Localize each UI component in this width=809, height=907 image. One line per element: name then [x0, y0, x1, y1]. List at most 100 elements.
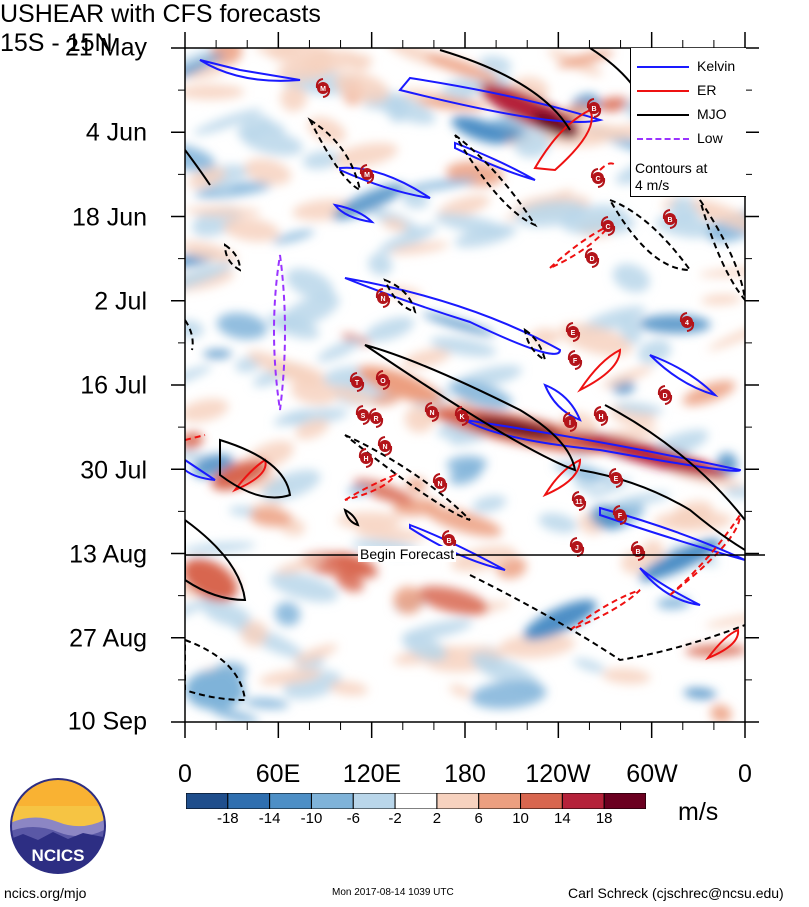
chart-latitude-band: 15S - 15N [0, 29, 113, 57]
legend-swatch [637, 66, 689, 68]
cyclone-marker-dot [426, 406, 438, 418]
shading-blob [614, 492, 671, 506]
units-label: m/s [678, 798, 719, 826]
shading-blob [683, 687, 717, 700]
legend: Kelvin ER MJO Low Contours at 4 m/s [630, 48, 746, 197]
shading-blob [369, 394, 399, 406]
shading-blob [275, 556, 325, 575]
colorbar-swatch [269, 793, 312, 809]
shading-blob [523, 599, 597, 641]
cyclone-marker-dot [614, 509, 626, 521]
shading-blob [185, 541, 256, 554]
shading-blob [402, 348, 451, 369]
cyclone-marker: H [593, 406, 609, 426]
cyclone-marker: R [368, 408, 384, 428]
x-tick-label: 0 [738, 760, 752, 788]
shading-blob [710, 704, 732, 722]
shading-blob [653, 510, 733, 532]
shading-blob [355, 527, 426, 542]
cyclone-marker-dot [659, 389, 671, 401]
contour-line [409, 523, 506, 571]
colorbar-swatch [603, 793, 646, 809]
cyclone-marker-label: J [575, 545, 579, 552]
contour-line [649, 354, 719, 398]
cyclone-marker-arm [591, 257, 600, 268]
cyclone-marker-dot [592, 172, 604, 184]
x-tick-label: 120E [342, 760, 402, 788]
contour-line [577, 348, 622, 393]
x-tick-label: 120W [525, 760, 591, 788]
legend-label: MJO [697, 106, 727, 122]
shading-blob [402, 178, 477, 192]
shading-blob [185, 596, 217, 625]
shading-blob [513, 130, 551, 158]
shading-blob [185, 53, 225, 83]
cyclone-marker-label: E [614, 476, 619, 483]
footer-url: ncics.org/mjo [4, 885, 87, 901]
shading-blob [406, 477, 427, 493]
shading-blob [402, 634, 447, 661]
shading-blob [389, 241, 449, 255]
ncics-logo: NCICS [10, 778, 106, 874]
shading-blob [185, 262, 233, 292]
cyclone-marker-dot [588, 102, 600, 114]
cyclone-marker-arm [679, 312, 688, 323]
cyclone-markers: M B M C C B D N 4 E F D T O S R N K I H N H E N 11 F B J B [315, 78, 695, 561]
shading-blob [601, 366, 654, 388]
shading-blob [286, 268, 334, 300]
cyclone-marker-arm [572, 331, 581, 342]
cyclone-marker-dot [602, 220, 614, 232]
shading-blob [573, 658, 606, 673]
cyclone-marker-arm [597, 177, 606, 188]
contour-note: Contours at 4 m/s [635, 160, 707, 194]
cyclone-marker-arm [584, 248, 593, 259]
shading-blob [267, 313, 320, 339]
cyclone-marker-label: D [589, 256, 594, 263]
shading-blob [332, 183, 406, 220]
cyclone-marker-arm [382, 379, 391, 390]
colorbar-swatch [436, 793, 480, 809]
cyclone-marker-dot [632, 545, 644, 557]
shading-blob [293, 644, 338, 665]
cyclone-marker-arm [358, 448, 367, 459]
cyclone-marker-arm [567, 350, 576, 361]
shading-blob [463, 74, 512, 93]
cyclone-marker-arm [615, 477, 624, 488]
contour-layer [185, 48, 745, 702]
begin-forecast-label: Begin Forecast [358, 546, 457, 562]
colorbar-swatch [186, 793, 229, 809]
shading-blob [422, 312, 496, 336]
cyclone-marker-arm [441, 530, 450, 541]
cyclone-marker-arm [637, 550, 646, 561]
shading-blob [416, 586, 489, 616]
cyclone-marker-arm [571, 491, 580, 502]
y-tick-label: 27 Aug [69, 624, 147, 653]
cyclone-marker: B [630, 541, 646, 561]
cyclone-marker-arm [593, 107, 602, 118]
legend-item-mjo: MJO [631, 104, 746, 126]
shading-blob [317, 338, 362, 362]
colorbar-swatch [227, 793, 271, 809]
contour-line [344, 434, 471, 521]
shading-blob [307, 116, 346, 144]
cyclone-marker-arm [664, 394, 673, 405]
cyclone-marker-dot [573, 495, 585, 507]
shading-blob [194, 181, 272, 199]
contour-line [469, 574, 745, 662]
cyclone-marker-label: 4 [685, 320, 689, 327]
cyclone-marker: 11 [571, 491, 587, 511]
shading-blob [258, 668, 322, 686]
shading-blob [700, 294, 742, 305]
y-tick-label: 16 Jul [80, 371, 147, 400]
cyclone-marker-label: O [380, 378, 386, 385]
shading-blob [387, 95, 409, 123]
shading-blob [295, 418, 329, 440]
logo-text: NCICS [32, 846, 85, 865]
shading-blob [333, 552, 378, 579]
cyclone-marker: C [590, 168, 606, 188]
cyclone-marker-arm [365, 457, 374, 468]
cyclone-marker-dot [571, 541, 583, 553]
legend-label: ER [697, 82, 717, 98]
contour-line [439, 49, 571, 131]
shading-blob [203, 349, 233, 359]
